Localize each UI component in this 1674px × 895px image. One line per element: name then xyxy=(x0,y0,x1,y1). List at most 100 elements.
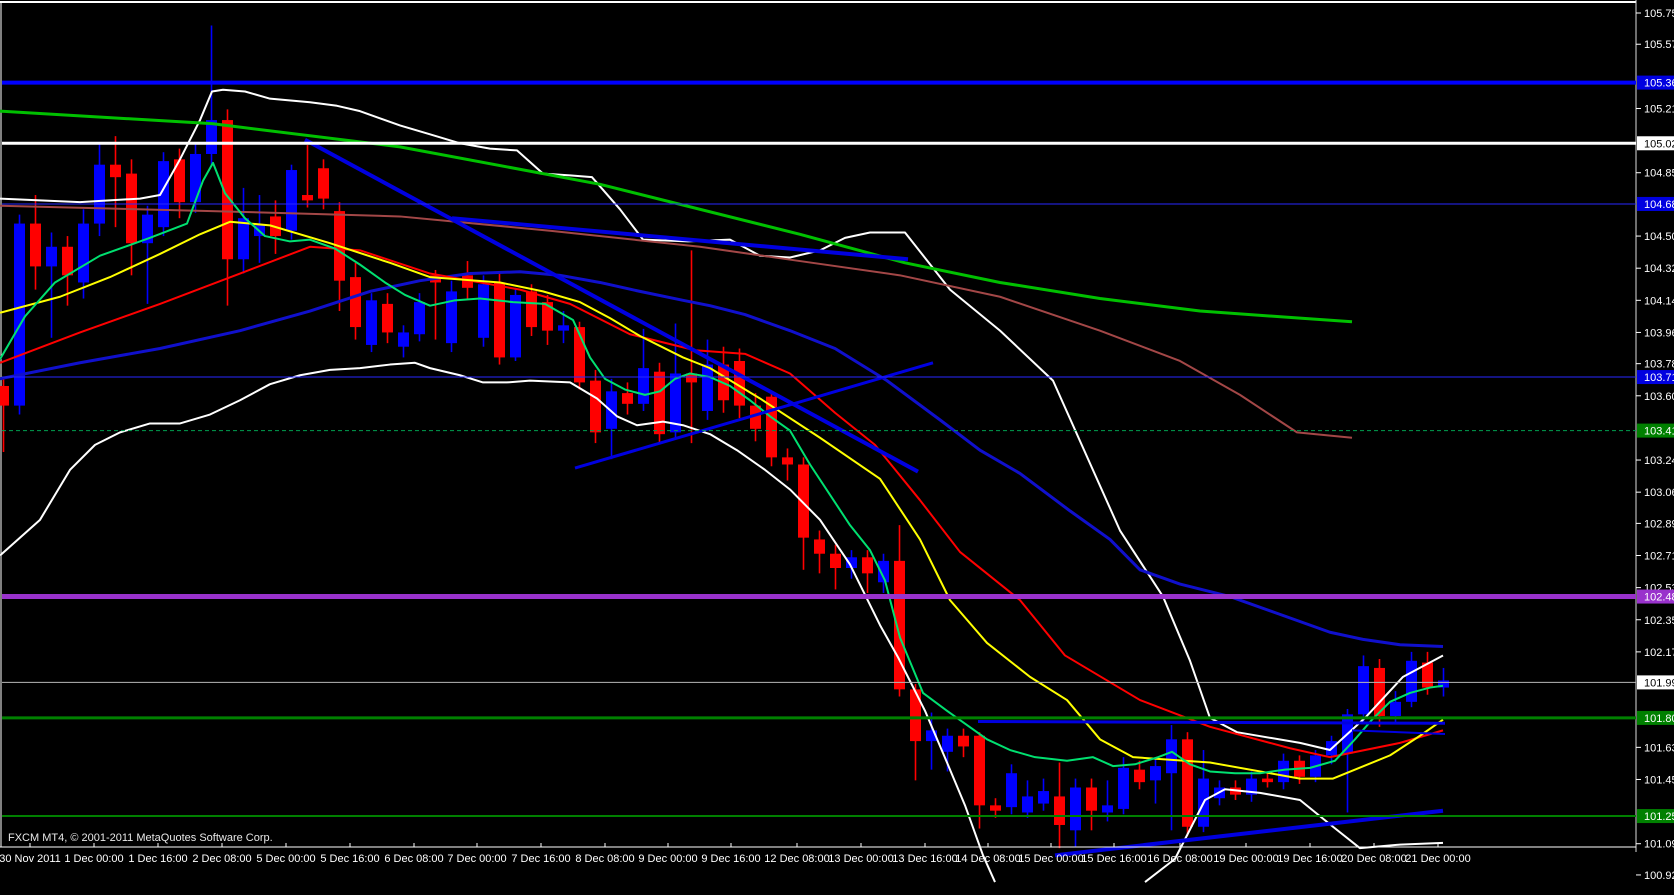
candle-body xyxy=(1022,796,1033,813)
ma-green-fast-line xyxy=(0,161,1444,775)
bollinger-upper-line xyxy=(0,88,1444,752)
trendline-lower-triangle[interactable] xyxy=(574,361,934,470)
candle-body xyxy=(350,277,361,328)
candle-body xyxy=(222,120,233,260)
ma-brown-line xyxy=(0,204,1353,439)
time-label: 20 Dec 08:00 xyxy=(1341,853,1406,865)
candle-body xyxy=(862,557,873,574)
candle-body xyxy=(1182,739,1193,827)
candle-body xyxy=(558,325,569,331)
candles-layer xyxy=(0,25,1449,849)
candle-body xyxy=(910,689,921,742)
candle-body xyxy=(174,159,185,203)
candle-body xyxy=(190,153,201,203)
price-tick-label: 104.320 xyxy=(1644,263,1674,275)
price-tick-label: 105.750 xyxy=(1644,8,1674,20)
candle-body xyxy=(1358,666,1369,715)
candle-body xyxy=(1390,701,1401,717)
price-line-label: 105.020 xyxy=(1644,138,1674,150)
time-label: 7 Dec 16:00 xyxy=(511,853,570,865)
candle-body xyxy=(638,368,649,404)
price-tick-label: 104.855 xyxy=(1644,168,1674,180)
candle-body xyxy=(1134,769,1145,783)
trendline-upper-triangle[interactable] xyxy=(451,216,909,262)
trendline-flat-ray-2[interactable] xyxy=(1351,729,1446,735)
candle-body xyxy=(846,557,857,569)
price-line-label: 101.250 xyxy=(1644,811,1674,823)
candle-body xyxy=(78,223,89,283)
price-line-label: 101.999 xyxy=(1644,677,1674,689)
candle-body xyxy=(1102,805,1113,813)
price-line-label-bg xyxy=(1637,75,1674,90)
price-tick-label: 102.350 xyxy=(1644,615,1674,627)
price-tick-label: 103.605 xyxy=(1644,391,1674,403)
price-tick-label: 101.635 xyxy=(1644,742,1674,754)
candle-body xyxy=(686,373,697,383)
time-label: 2 Dec 08:00 xyxy=(192,853,251,865)
candle-body xyxy=(110,164,121,178)
price-tick-label: 100.920 xyxy=(1644,870,1674,882)
price-line-label-bg xyxy=(1637,809,1674,824)
price-tick-label: 104.140 xyxy=(1644,295,1674,307)
price-line-label: 101.800 xyxy=(1644,713,1674,725)
time-label: 9 Dec 00:00 xyxy=(638,853,697,865)
trendline-flat-ray-1[interactable] xyxy=(977,719,1446,725)
time-axis[interactable]: 30 Nov 2011 1 Dec 00:00 1 Dec 16:00 2 Dec 0… xyxy=(0,843,1471,865)
trendline-bottom-ascending[interactable] xyxy=(1054,808,1444,858)
candle-body xyxy=(382,303,393,333)
time-label: 13 Dec 16:00 xyxy=(892,853,957,865)
candle-body xyxy=(1006,773,1017,808)
candle-body xyxy=(526,291,537,328)
price-line-label: 104.680 xyxy=(1644,199,1674,211)
price-tick-label: 105.575 xyxy=(1644,39,1674,51)
candle-body xyxy=(574,327,585,383)
price-line-label-bg xyxy=(1637,196,1674,211)
candle-body xyxy=(302,195,313,201)
price-line-label-bg xyxy=(1637,136,1674,151)
candle-body xyxy=(478,284,489,338)
candle-body xyxy=(318,168,329,199)
candle-body xyxy=(398,332,409,347)
price-line-label: 103.410 xyxy=(1644,426,1674,438)
price-line-label-bg xyxy=(1637,370,1674,385)
time-label: 12 Dec 08:00 xyxy=(764,853,829,865)
candle-body xyxy=(158,161,169,228)
candle-body xyxy=(1422,662,1433,688)
candle-body xyxy=(1262,778,1273,783)
candle-body xyxy=(142,214,153,244)
price-tick-label: 103.245 xyxy=(1644,455,1674,467)
candle-body xyxy=(766,396,777,458)
candle-body xyxy=(926,730,937,742)
candle-body xyxy=(622,393,633,404)
candle-body xyxy=(750,405,761,429)
time-label: 15 Dec 16:00 xyxy=(1081,853,1146,865)
price-line-label-bg xyxy=(1637,710,1674,725)
candle-body xyxy=(206,120,217,154)
time-label: 1 Dec 16:00 xyxy=(128,853,187,865)
time-label: 16 Dec 08:00 xyxy=(1147,853,1212,865)
candle-body xyxy=(14,223,25,406)
candle-body xyxy=(414,302,425,335)
price-tick-label: 105.215 xyxy=(1644,103,1674,115)
price-tick-label: 104.500 xyxy=(1644,231,1674,243)
price-axis[interactable]: 105.750 105.575 105.215 104.855 104.500 104.3… xyxy=(1636,8,1674,882)
price-line-label-bg xyxy=(1637,423,1674,438)
candle-body xyxy=(958,735,969,747)
candle-body xyxy=(1166,739,1177,774)
time-label: 14 Dec 08:00 xyxy=(955,853,1020,865)
price-line-label-bg xyxy=(1637,675,1674,690)
time-label: 9 Dec 16:00 xyxy=(701,853,760,865)
time-label: 6 Dec 08:00 xyxy=(384,853,443,865)
trendline-steep-descending[interactable] xyxy=(304,137,919,474)
candle-body xyxy=(1150,766,1161,781)
candle-body xyxy=(702,364,713,411)
price-tick-label: 102.710 xyxy=(1644,551,1674,563)
candle-body xyxy=(734,360,745,406)
candle-body xyxy=(878,560,889,583)
candle-body xyxy=(1118,767,1129,809)
candle-body xyxy=(894,560,905,690)
candle-body xyxy=(590,380,601,433)
